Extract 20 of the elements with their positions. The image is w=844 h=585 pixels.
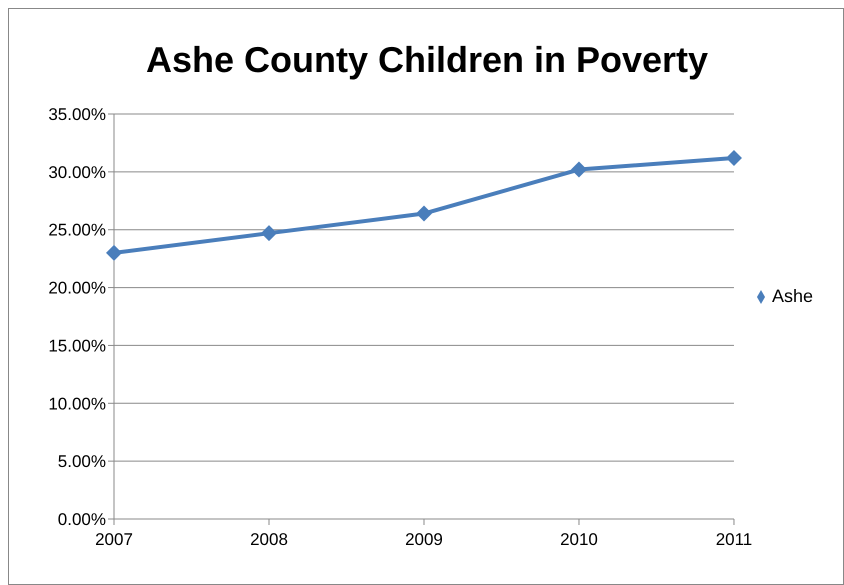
- y-tick-label: 30.00%: [48, 162, 106, 182]
- x-tick-label: 2008: [250, 530, 288, 550]
- point: [260, 225, 277, 242]
- y-tick-label: 15.00%: [48, 336, 106, 356]
- point: [726, 150, 742, 166]
- legend-label: Ashe: [772, 286, 813, 306]
- x-tick-label: 2009: [405, 530, 443, 550]
- x-tick-label: 2011: [716, 530, 752, 550]
- chart-title: Ashe County Children in Poverty: [144, 39, 710, 81]
- y-tick-label: 35.00%: [48, 105, 106, 124]
- y-tick-label: 0.00%: [58, 510, 106, 530]
- y-tick-label: 20.00%: [48, 278, 106, 298]
- x-tick-label: 2007: [95, 530, 133, 550]
- y-tick-label: 10.00%: [48, 394, 106, 414]
- x-tick-label: 2010: [560, 530, 598, 550]
- y-tick-label: 25.00%: [48, 220, 106, 240]
- point: [106, 244, 122, 261]
- point: [570, 162, 587, 178]
- point: [416, 206, 432, 222]
- y-tick-label: 5.00%: [58, 452, 106, 472]
